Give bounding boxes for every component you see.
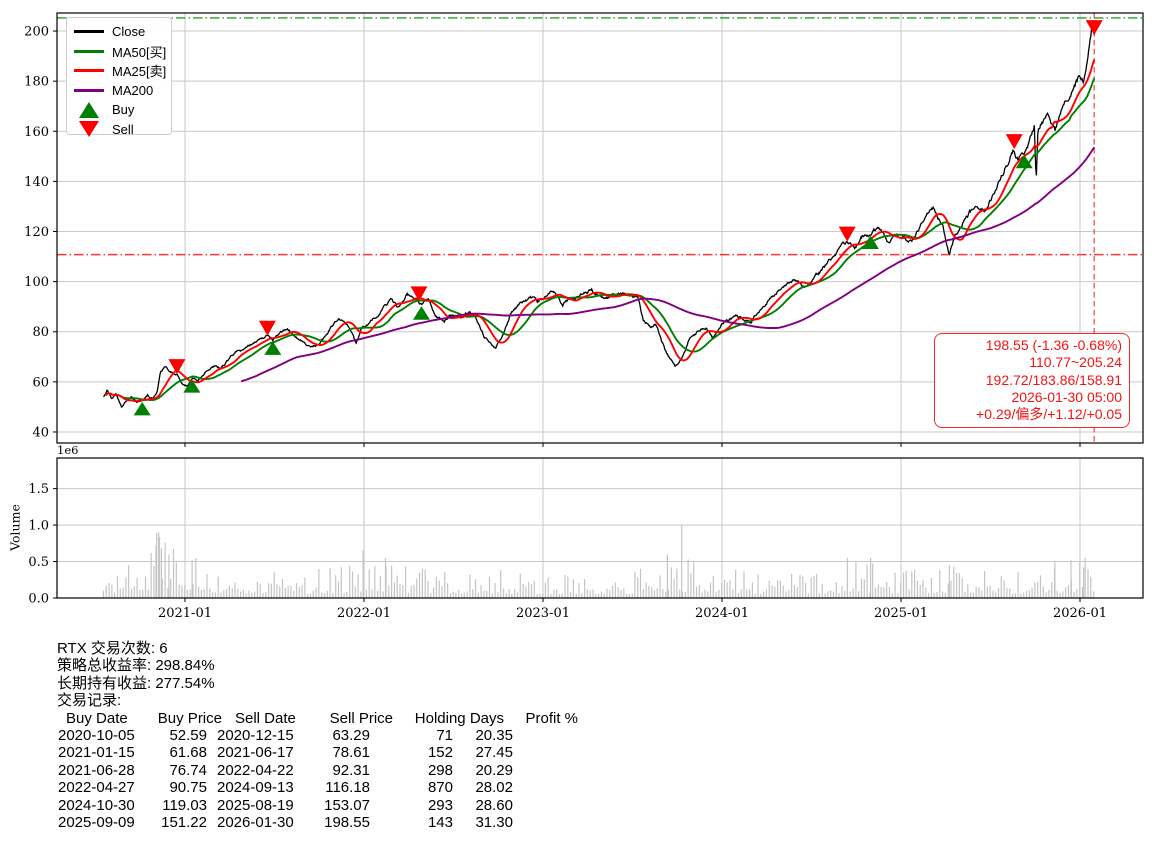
col-profit-pct: Profit % (525, 709, 578, 727)
svg-text:2026-01: 2026-01 (1053, 606, 1107, 621)
strategy-report: RTX 交易次数: 6 策略总收益率: 298.84% 长期持有收益: 277.… (57, 640, 578, 831)
svg-text:120: 120 (24, 225, 49, 240)
axis-labels: 40 60 80 100 120 140 160 180 200 0.0 0.5 1.0 1.5 2021… (24, 25, 1107, 621)
sell-marker (1005, 134, 1023, 150)
annotation-ma-values: 192.72/183.86/158.91 (985, 371, 1122, 388)
buy-marker (133, 401, 151, 416)
sell-marker-icon (74, 121, 104, 138)
volume-bars (102, 525, 1095, 599)
gridlines (57, 13, 1143, 598)
trade-row: 2022-04-27 90.75 2024-09-13 116.18 870 2… (58, 779, 513, 797)
legend-label: MA50[买] (112, 44, 167, 60)
svg-text:180: 180 (24, 75, 49, 90)
svg-text:2025-01: 2025-01 (874, 606, 928, 621)
annotation-range: 110.77~205.24 (1029, 354, 1122, 371)
svg-text:140: 140 (24, 175, 49, 190)
legend-item-close: Close (74, 22, 171, 42)
legend-label: Buy (112, 102, 135, 118)
sell-marker (410, 286, 428, 302)
svg-text:60: 60 (32, 375, 49, 390)
trade-row: 2020-10-05 52.59 2020-12-15 63.29 71 20.… (58, 727, 513, 745)
trade-row: 2024-10-30 119.03 2025-08-19 153.07 293 … (58, 796, 513, 814)
svg-text:0.0: 0.0 (28, 592, 49, 607)
volume-panel-border (56, 457, 1144, 599)
trade-row: 2025-09-09 151.22 2026-01-30 198.55 143 … (58, 814, 513, 832)
volume-scale-offset: 1e6 (57, 443, 78, 457)
svg-text:1.5: 1.5 (28, 482, 49, 497)
quote-annotation-box: 198.55 (-1.36 -0.68%) 110.77~205.24 192.… (934, 333, 1130, 429)
volume-axis-label: Volume (7, 504, 23, 551)
svg-text:100: 100 (24, 275, 49, 290)
legend-label: Sell (112, 121, 134, 137)
sell-marker (258, 320, 276, 336)
legend-item-ma200: MA200 (74, 81, 171, 101)
ma25-line-swatch (74, 69, 104, 73)
buy-marker (183, 379, 201, 393)
col-sell-date: Sell Date (235, 709, 296, 727)
trade-row: 2021-06-28 76.74 2022-04-22 92.31 298 20… (58, 761, 513, 779)
ma200-line (240, 146, 1096, 383)
legend-label: MA25[卖] (112, 64, 167, 80)
annotation-last-price: 198.55 (-1.36 -0.68%) (985, 337, 1122, 353)
trade-markers (133, 20, 1103, 416)
legend-item-ma50: MA50[买] (74, 42, 171, 62)
close-line-swatch (74, 30, 104, 34)
hold-return-line: 长期持有收益: 277.54% (57, 674, 215, 692)
buy-marker (412, 306, 430, 320)
buy-marker (264, 341, 282, 355)
ma200-line-swatch (74, 88, 104, 92)
legend-label: MA200 (112, 82, 154, 98)
records-title-line: 交易记录: (57, 692, 122, 710)
col-holding-days: Holding Days (414, 709, 504, 727)
ma25-line (104, 59, 1096, 403)
svg-text:1.0: 1.0 (28, 519, 49, 534)
svg-text:2024-01: 2024-01 (695, 606, 749, 621)
svg-text:0.5: 0.5 (28, 555, 49, 570)
price-panel-border (56, 12, 1144, 444)
sell-marker (838, 226, 856, 242)
svg-text:80: 80 (32, 325, 49, 340)
annotation-signals: +0.29/偏多/+1.12/+0.05 (976, 406, 1122, 423)
buy-marker-icon (74, 101, 104, 118)
legend-item-sell: Sell (74, 120, 171, 140)
col-sell-price: Sell Price (329, 709, 393, 727)
buy-marker (861, 235, 879, 249)
legend-label: Close (112, 24, 146, 40)
legend: Close MA50[买] MA25[卖] MA200 Buy Sell (66, 17, 172, 138)
svg-text:40: 40 (32, 425, 49, 440)
strategy-return-line: 策略总收益率: 298.84% (57, 657, 215, 675)
trades-count-line: RTX 交易次数: 6 (57, 640, 168, 657)
svg-text:2021-01: 2021-01 (158, 606, 212, 621)
annotation-datetime: 2026-01-30 05:00 (1011, 388, 1122, 405)
sell-marker (168, 359, 186, 375)
legend-item-buy: Buy (74, 100, 171, 120)
svg-text:2022-01: 2022-01 (337, 606, 391, 621)
trades-table-header: Buy Date Buy Price Sell Date Sell Price … (57, 710, 578, 727)
svg-text:160: 160 (24, 125, 49, 140)
trade-row: 2021-01-15 61.68 2021-06-17 78.61 152 27… (58, 744, 513, 762)
legend-item-ma25: MA25[卖] (74, 61, 171, 81)
ma50-line-swatch (74, 49, 104, 53)
buy-marker (1015, 154, 1033, 169)
col-buy-date: Buy Date (66, 709, 128, 727)
svg-text:200: 200 (24, 25, 49, 40)
svg-text:2023-01: 2023-01 (516, 606, 570, 621)
col-buy-price: Buy Price (157, 709, 222, 727)
sell-marker (1085, 20, 1103, 36)
price-volume-chart: 40 60 80 100 120 140 160 180 200 0.0 0.5 1.0 1.5 2021… (24, 12, 1144, 621)
